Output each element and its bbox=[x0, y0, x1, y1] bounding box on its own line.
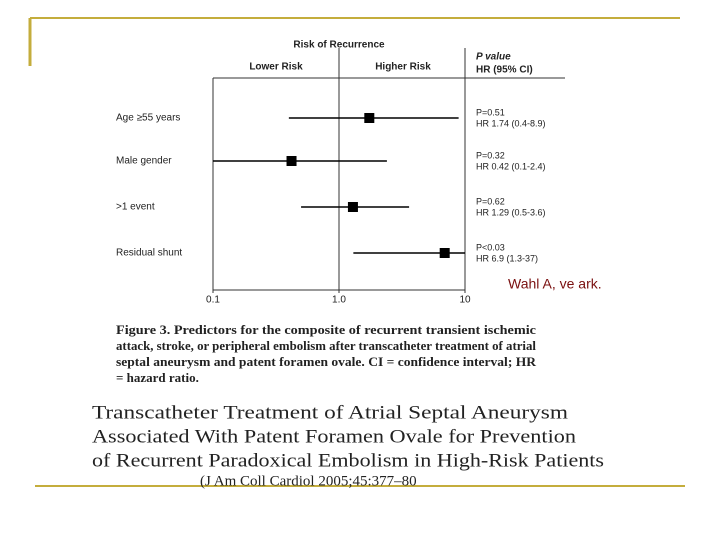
caption-line: Figure 3. Predictors for the composite o… bbox=[116, 322, 536, 337]
hazard-ratio-marker bbox=[439, 248, 450, 258]
direction-label: Lower Risk bbox=[249, 62, 303, 73]
row-label: Age ≥55 years bbox=[116, 113, 180, 124]
article-title-line: of Recurrent Paradoxical Embolism in Hig… bbox=[92, 450, 604, 471]
credit: Wahl A, ve ark. bbox=[508, 276, 602, 292]
x-tick-label: 10 bbox=[459, 295, 471, 306]
caption-line: attack, stroke, or peripheral embolism a… bbox=[116, 338, 536, 353]
article-title-line: Transcatheter Treatment of Atrial Septal… bbox=[92, 402, 568, 423]
stat-header: P value bbox=[476, 52, 511, 63]
p-label: P=0.32 bbox=[476, 150, 505, 160]
row-label: Male gender bbox=[116, 156, 172, 167]
chart-title: Risk of Recurrence bbox=[293, 40, 385, 51]
caption: Figure 3. Predictors for the composite o… bbox=[116, 322, 537, 385]
hr-label: HR 6.9 (1.3-37) bbox=[476, 253, 538, 263]
row-label: >1 event bbox=[116, 202, 155, 213]
p-label: P<0.03 bbox=[476, 242, 505, 252]
hazard-ratio-marker bbox=[364, 113, 375, 123]
hazard-ratio-marker bbox=[347, 202, 358, 212]
stat-header: HR (95% CI) bbox=[476, 65, 533, 76]
article-title-line: Associated With Patent Foramen Ovale for… bbox=[92, 426, 577, 447]
caption-line: = hazard ratio. bbox=[116, 370, 199, 385]
caption-line: septal aneurysm and patent foramen ovale… bbox=[116, 354, 537, 369]
x-tick-label: 1.0 bbox=[332, 295, 346, 306]
row-label: Residual shunt bbox=[116, 248, 182, 259]
citation: (J Am Coll Cardiol 2005;45:377–80 bbox=[200, 473, 417, 489]
p-label: P=0.62 bbox=[476, 196, 505, 206]
hazard-ratio-marker bbox=[286, 156, 297, 166]
article-title: Transcatheter Treatment of Atrial Septal… bbox=[92, 402, 604, 471]
hr-label: HR 0.42 (0.1-2.4) bbox=[476, 161, 546, 171]
hr-label: HR 1.74 (0.4-8.9) bbox=[476, 118, 546, 128]
hr-label: HR 1.29 (0.5-3.6) bbox=[476, 207, 546, 217]
direction-label: Higher Risk bbox=[375, 62, 431, 73]
p-label: P=0.51 bbox=[476, 107, 505, 117]
x-tick-label: 0.1 bbox=[206, 295, 220, 306]
